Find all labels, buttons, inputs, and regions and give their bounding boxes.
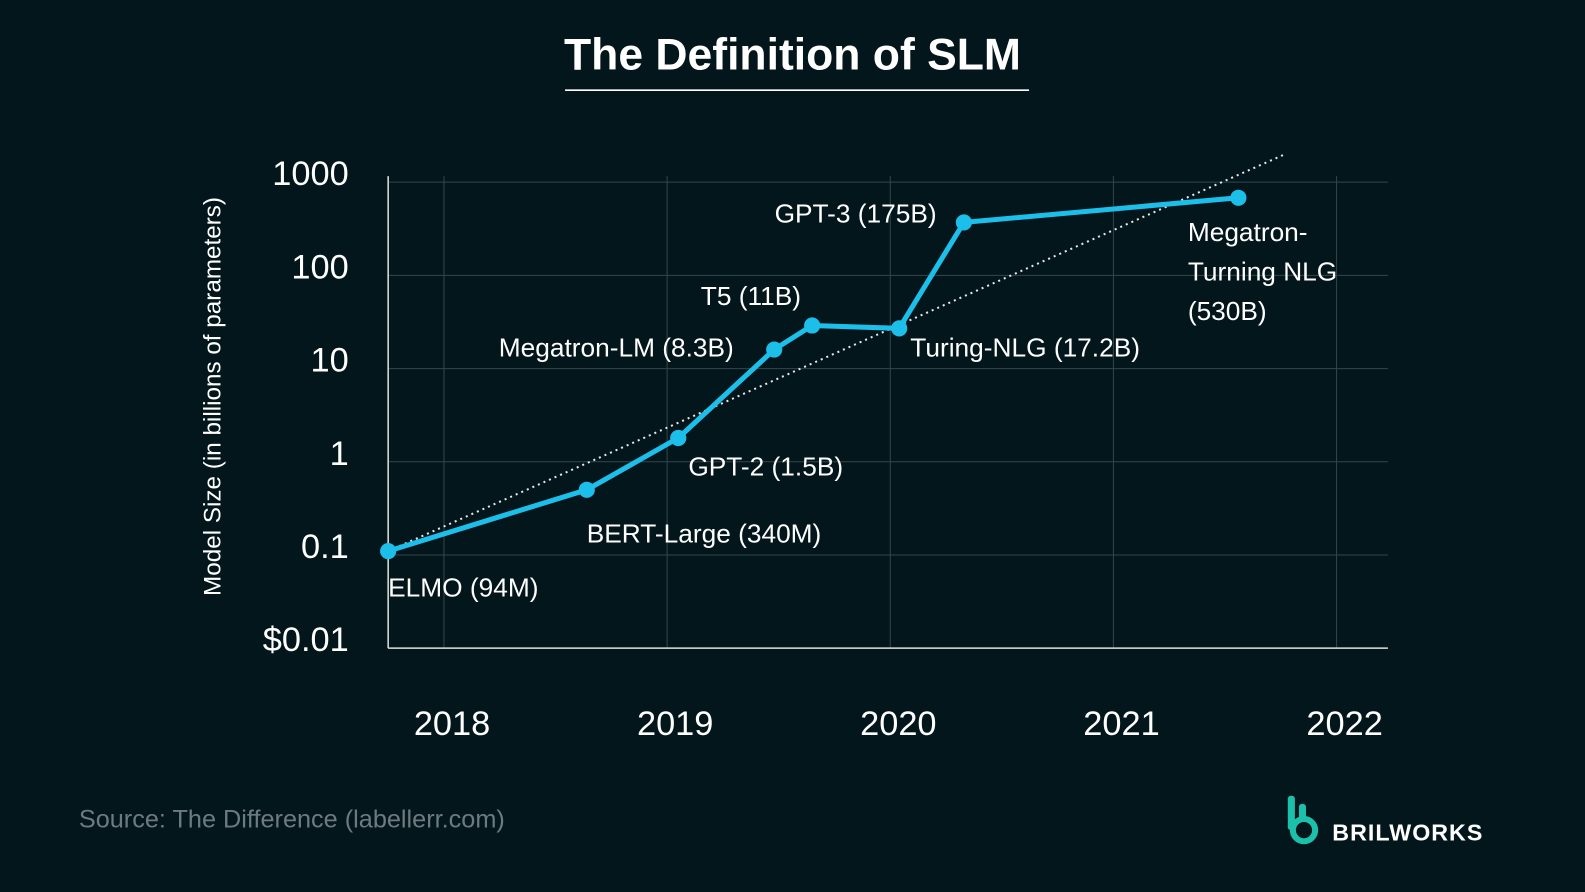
source-note: Source: The Difference (labellerr.com) <box>79 806 505 834</box>
x-tick-label: 2018 <box>414 705 490 743</box>
y-tick-label: 1 <box>330 435 349 473</box>
data-point <box>766 341 783 358</box>
brand-logo <box>1287 795 1319 845</box>
point-label: Turing-NLG (17.2B) <box>910 333 1140 363</box>
x-tick-label: 2019 <box>637 705 713 743</box>
data-point <box>891 320 908 337</box>
y-tick-label: $0.01 <box>263 621 349 659</box>
point-label: T5 (11B) <box>701 281 801 311</box>
point-label: ELMO (94M) <box>388 572 538 602</box>
data-point <box>380 543 397 560</box>
data-point <box>1230 189 1247 206</box>
point-label: Megatron-LM (8.3B) <box>499 332 734 362</box>
x-tick-label: 2020 <box>860 705 936 743</box>
data-line <box>387 195 1239 554</box>
y-tick-label: 10 <box>311 342 349 380</box>
y-tick-label: 1000 <box>272 155 348 193</box>
point-label: BERT-Large (340M) <box>587 518 822 548</box>
point-label: GPT-2 (1.5B) <box>688 451 843 481</box>
data-point <box>804 317 821 334</box>
x-tick-label: 2021 <box>1083 705 1159 743</box>
y-tick-label: 100 <box>291 248 348 286</box>
data-point <box>955 214 972 231</box>
x-tick-label: 2022 <box>1306 705 1382 743</box>
point-label: Megatron-Turning NLG (530B) <box>1188 217 1337 326</box>
y-axis-label: Model Size (in billions of parameters) <box>200 197 227 596</box>
data-point <box>670 429 687 447</box>
brand-name: BRILWORKS <box>1332 819 1483 845</box>
y-tick-label: 0.1 <box>301 528 349 566</box>
point-label: GPT-3 (175B) <box>775 198 937 228</box>
data-point <box>578 481 595 498</box>
chart-title: The Definition of SLM <box>564 31 1021 80</box>
